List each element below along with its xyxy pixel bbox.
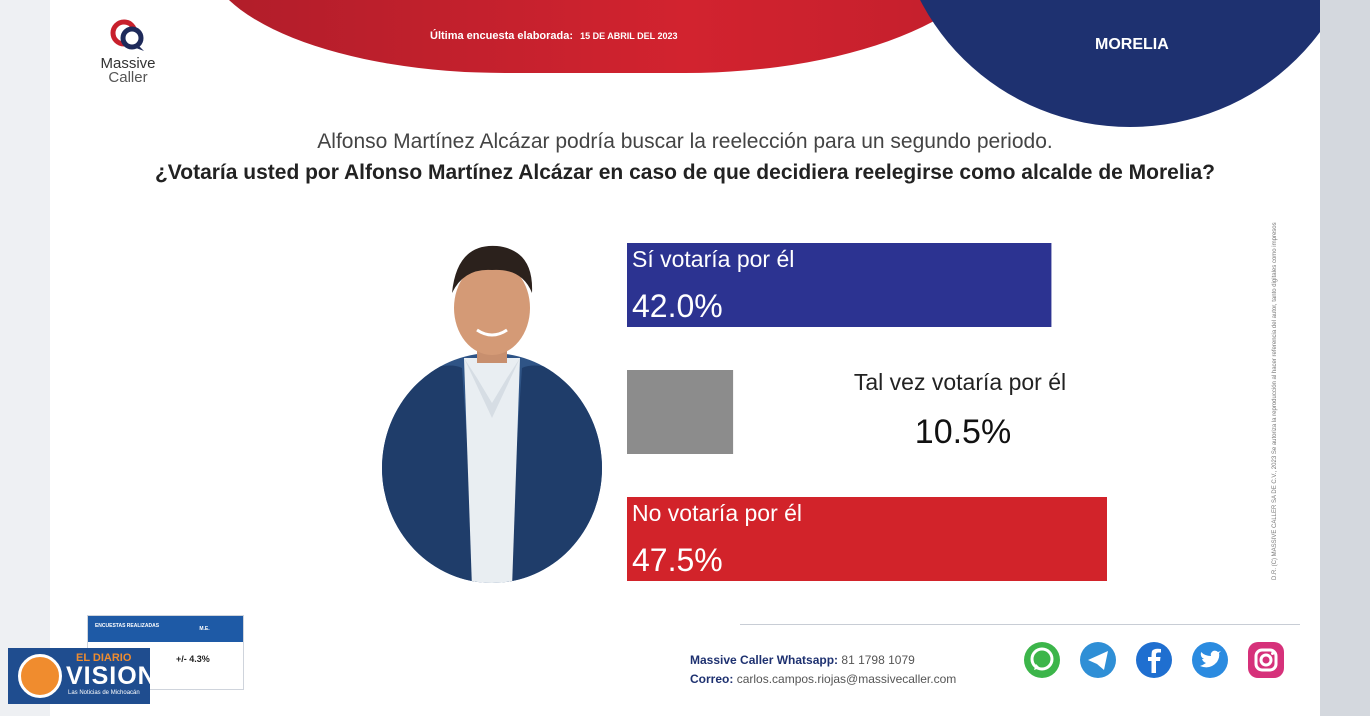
whatsapp-number[interactable]: 81 1798 1079 (841, 653, 915, 667)
margin-of-error: +/- 4.3% (176, 654, 210, 664)
header-banner-blue (895, 0, 1320, 127)
bar-tal-vez (627, 370, 734, 454)
candidate-photo (382, 245, 602, 583)
background-right (1320, 0, 1370, 716)
contact-info: Massive Caller Whatsapp: 81 1798 1079 Co… (690, 651, 956, 689)
city-label: MORELIA (1095, 36, 1169, 53)
whatsapp-label: Massive Caller Whatsapp: (690, 653, 839, 667)
massive-caller-logo: Massive Caller (88, 18, 168, 86)
bar-no (627, 497, 1107, 581)
watermark-line1: EL DIARIO (76, 652, 132, 664)
logo-text-caller: Caller (108, 69, 148, 86)
diario-vision-watermark: EL DIARIO VISION Las Noticias de Michoac… (8, 648, 156, 704)
email-label: Correo: (690, 672, 734, 686)
email-address[interactable]: carlos.campos.riojas@massivecaller.com (736, 672, 957, 686)
question-intro: Alfonso Martínez Alcázar podría buscar l… (317, 130, 1053, 153)
bar-label-no: No votaría por él (632, 500, 802, 526)
watermark-line3: Las Noticias de Michoacán (68, 690, 140, 696)
sample-header-col2: M.E. (166, 616, 243, 642)
copyright-vertical-text: D.R. (C) MASSIVE CALLER SA DE C.V., 2023… (1272, 222, 1278, 580)
background-left (0, 0, 50, 716)
survey-label: Última encuesta elaborada: (430, 30, 574, 42)
logo-text-massive: Massive (100, 55, 156, 72)
question-text: ¿Votaría usted por Alfonso Martínez Alcá… (154, 161, 1216, 184)
instagram-icon[interactable] (1246, 640, 1286, 680)
twitter-icon[interactable] (1190, 640, 1230, 680)
chat-bubbles-icon (110, 19, 144, 51)
watermark-logo-icon (18, 654, 62, 698)
footer-divider (740, 624, 1300, 625)
whatsapp-icon[interactable] (1022, 640, 1062, 680)
bar-value-si: 42.0% (632, 288, 723, 324)
sample-header-col1: ENCUESTAS REALIZADAS (88, 616, 166, 642)
bar-label-tal-vez: Tal vez votaría por él (854, 369, 1066, 395)
results-chart: Sí votaría por él 42.0% Tal vez votaría po… (627, 243, 1107, 581)
bar-label-si: Sí votaría por él (632, 246, 794, 272)
survey-date-line: Última encuesta elaborada: 15 DE ABRIL D… (430, 30, 678, 42)
bar-value-tal-vez: 10.5% (915, 413, 1011, 451)
watermark-line2: VISION (66, 662, 157, 690)
facebook-icon[interactable] (1134, 640, 1174, 680)
bar-value-no: 47.5% (632, 542, 723, 578)
poll-slide: Última encuesta elaborada: 15 DE ABRIL D… (50, 0, 1320, 716)
survey-date: 15 DE ABRIL DEL 2023 (580, 31, 678, 41)
bar-si (627, 243, 1052, 327)
telegram-icon[interactable] (1078, 640, 1118, 680)
